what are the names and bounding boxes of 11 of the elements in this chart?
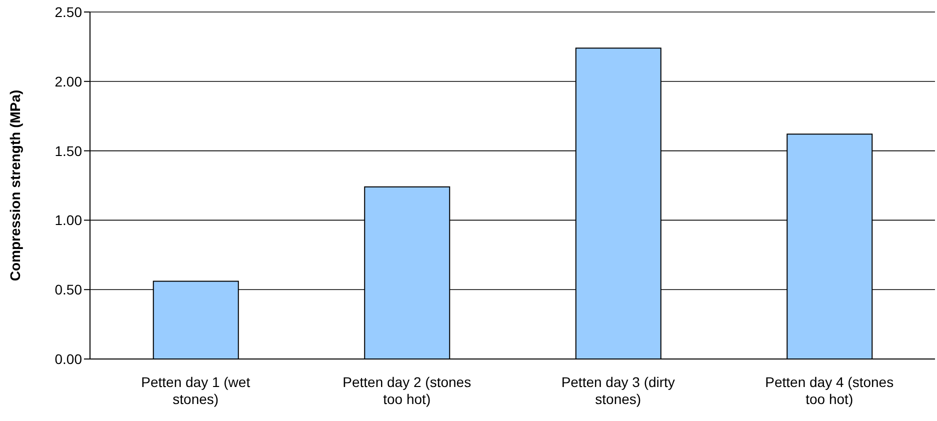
y-tick-label: 0.50 xyxy=(54,282,82,298)
y-tick-label: 1.00 xyxy=(54,212,82,228)
x-tick-label: Petten day 2 (stones too hot) xyxy=(342,374,472,407)
y-axis-title: Compression strength (MPa) xyxy=(6,90,23,282)
x-tick-label: Petten day 1 (wet stones) xyxy=(141,374,250,407)
x-tick-label: Petten day 3 (dirty stones) xyxy=(561,374,675,407)
y-tick-label: 0.00 xyxy=(54,350,82,367)
x-tick-label: Petten day 4 (stones too hot) xyxy=(765,374,894,407)
y-tick-label: 2.50 xyxy=(54,4,82,20)
y-tick-label: 1.50 xyxy=(54,142,82,159)
y-tick-label: 2.00 xyxy=(54,73,82,90)
